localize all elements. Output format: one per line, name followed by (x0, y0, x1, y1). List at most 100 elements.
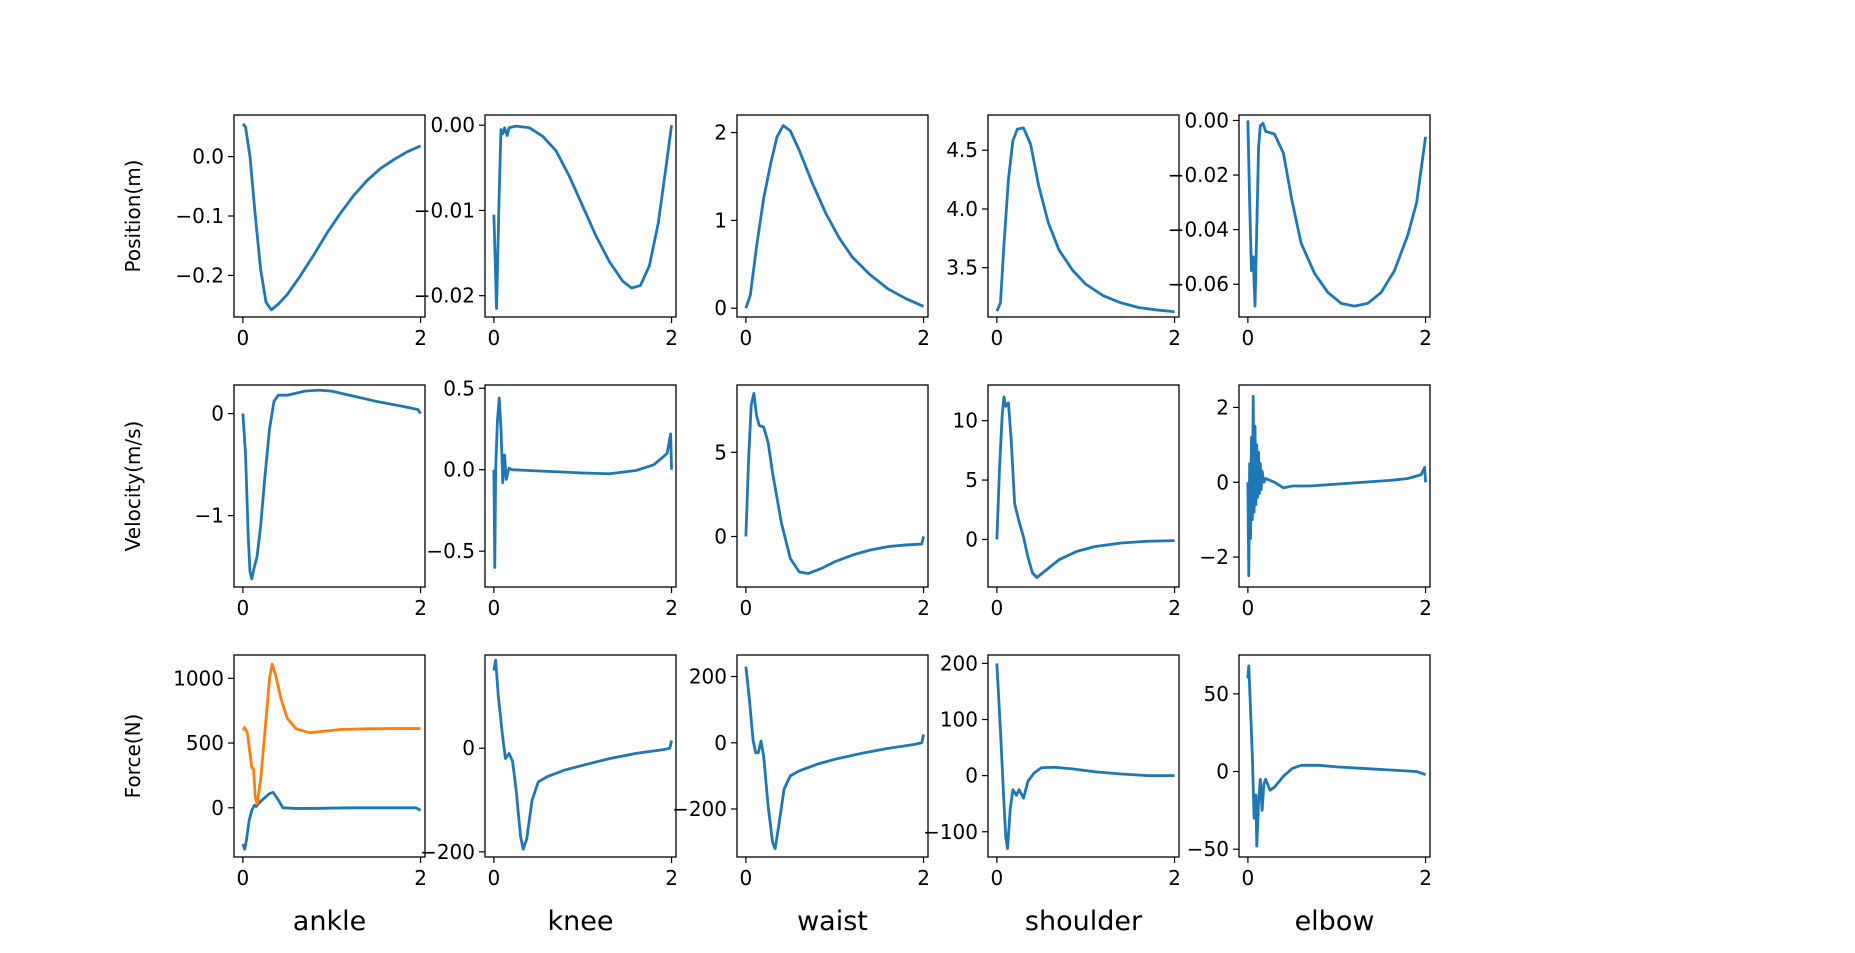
y-tick-label: 2 (1216, 395, 1229, 419)
axes-frame (1238, 384, 1431, 588)
x-tick-label: 0 (488, 866, 501, 890)
row-label-0: Position(m) (121, 160, 145, 273)
x-tick-label: 0 (237, 596, 250, 620)
y-tick-label: −0.06 (1168, 272, 1229, 296)
panel-ankle-0: 0 2 0.0 −0.1 −0.2 (175, 114, 427, 350)
col-label-waist: waist (797, 906, 868, 937)
col-label-elbow: elbow (1295, 906, 1375, 937)
y-tick-label: 0 (714, 731, 727, 755)
y-tick-label: 4.5 (946, 138, 978, 162)
axes-frame (484, 384, 677, 588)
y-tick-label: 0.0 (443, 458, 475, 482)
axes-frame (736, 384, 929, 588)
y-tick-label: −0.02 (414, 284, 475, 308)
y-tick-label: 1 (714, 208, 727, 232)
x-tick-label: 2 (1419, 866, 1432, 890)
axes-frame (736, 654, 929, 858)
x-tick-label: 2 (414, 866, 427, 890)
series-line-0 (1246, 664, 1427, 848)
y-tick-label: 0 (1216, 470, 1229, 494)
series-line-0 (744, 124, 925, 309)
x-tick-label: 0 (991, 596, 1004, 620)
y-tick-label: 0.0 (192, 145, 224, 169)
series-line-0 (744, 392, 925, 575)
y-tick-label: 0.00 (1184, 108, 1229, 132)
panel-elbow-0: 0 2 0.00 −0.02 −0.04 −0.06 (1168, 108, 1432, 350)
col-label-ankle: ankle (293, 906, 366, 937)
y-tick-label: 500 (186, 731, 224, 755)
panel-elbow-2: 0 2 50 0 −50 (1187, 654, 1432, 890)
y-tick-label: 3.5 (946, 256, 978, 280)
y-tick-label: 200 (689, 665, 727, 689)
col-label-knee: knee (548, 906, 614, 937)
y-tick-label: −0.2 (175, 263, 224, 287)
y-tick-label: 0 (714, 525, 727, 549)
y-tick-label: −1 (195, 504, 224, 528)
x-tick-label: 0 (237, 326, 250, 350)
panel-knee-1: 0 2 0.5 0.0 −0.5 (426, 376, 678, 620)
x-tick-label: 0 (237, 866, 250, 890)
panel-knee-0: 0 2 0.00 −0.01 −0.02 (414, 113, 678, 350)
series-line-0 (995, 126, 1175, 314)
y-tick-label: 1000 (173, 666, 224, 690)
y-tick-label: −200 (420, 840, 475, 864)
axes-frame (736, 114, 929, 318)
x-tick-label: 2 (917, 596, 930, 620)
x-tick-label: 2 (1168, 866, 1181, 890)
y-tick-label: 200 (940, 651, 978, 675)
x-tick-label: 2 (414, 326, 427, 350)
x-tick-label: 2 (1168, 326, 1181, 350)
series-line-0 (995, 395, 1175, 579)
x-tick-label: 2 (917, 866, 930, 890)
x-tick-label: 2 (665, 596, 678, 620)
y-tick-label: 0 (211, 402, 224, 426)
y-tick-label: 100 (940, 708, 978, 732)
y-tick-label: −0.04 (1168, 218, 1229, 242)
y-tick-label: 0 (714, 296, 727, 320)
y-tick-label: −50 (1187, 837, 1229, 861)
x-tick-label: 2 (1419, 326, 1432, 350)
y-tick-label: 50 (1204, 682, 1229, 706)
x-tick-label: 0 (1242, 326, 1255, 350)
series-line-0 (492, 658, 673, 851)
y-tick-label: −0.01 (414, 198, 475, 222)
series-line-0 (241, 790, 422, 851)
y-tick-label: 4.0 (946, 197, 978, 221)
y-tick-label: −0.02 (1168, 163, 1229, 187)
y-tick-label: 5 (714, 440, 727, 464)
axes-frame (484, 114, 677, 318)
y-tick-label: 5 (965, 468, 978, 492)
panel-shoulder-1: 0 2 0 5 10 (953, 384, 1181, 620)
col-label-shoulder: shoulder (1025, 906, 1143, 937)
y-tick-label: 0 (1216, 760, 1229, 784)
x-tick-label: 0 (488, 326, 501, 350)
x-tick-label: 2 (917, 326, 930, 350)
y-tick-label: 2 (714, 121, 727, 145)
series-line-0 (995, 663, 1175, 850)
x-tick-label: 2 (665, 326, 678, 350)
series-line-1 (241, 662, 421, 806)
panel-shoulder-0: 0 2 3.5 4.0 4.5 (946, 114, 1181, 350)
series-line-0 (492, 124, 673, 310)
y-tick-label: 0 (211, 796, 224, 820)
x-tick-label: 2 (1419, 596, 1432, 620)
series-line-0 (744, 666, 925, 851)
x-tick-label: 2 (414, 596, 427, 620)
y-tick-label: 10 (953, 409, 978, 433)
y-tick-label: 0 (965, 527, 978, 551)
panel-waist-2: 0 2 200 0 −200 (672, 654, 930, 890)
x-tick-label: 0 (740, 866, 753, 890)
axes-frame (987, 114, 1180, 318)
axes-frame (987, 384, 1180, 588)
panel-ankle-2: 0 2 1000 500 0 (173, 654, 427, 890)
panel-waist-1: 0 2 0 5 (714, 384, 930, 620)
axes-frame (987, 654, 1180, 858)
series-line-0 (241, 388, 422, 581)
y-tick-label: −2 (1200, 545, 1229, 569)
series-line-0 (1246, 120, 1427, 308)
y-tick-label: −0.5 (426, 539, 475, 563)
y-tick-label: 0 (965, 764, 978, 788)
axes-frame (233, 384, 426, 588)
series-line-0 (241, 122, 422, 312)
series-line-0 (492, 396, 673, 569)
